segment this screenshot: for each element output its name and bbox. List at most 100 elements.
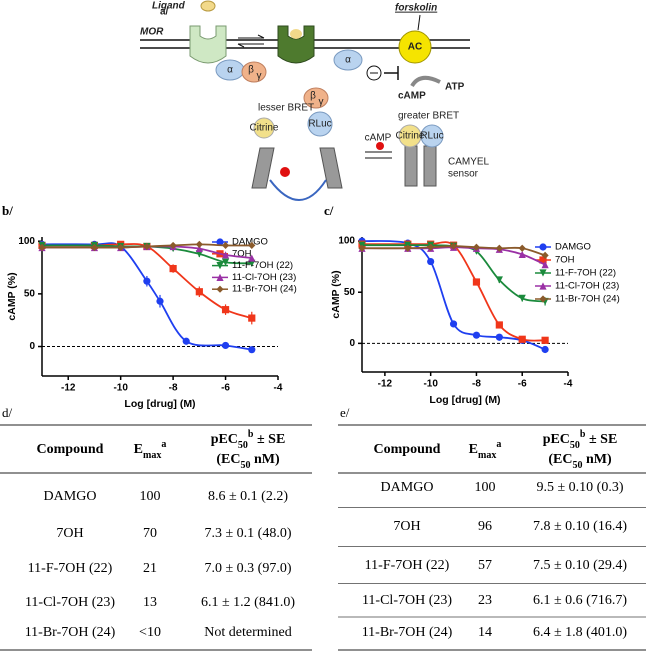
point <box>539 256 547 264</box>
header-part: pEC <box>211 432 238 447</box>
header-part: (EC <box>216 452 240 467</box>
table-cell: 6.1 ± 0.6 (716.7) <box>533 593 627 608</box>
point <box>495 244 503 252</box>
table-cell: 7.8 ± 0.10 (16.4) <box>533 519 627 534</box>
point <box>541 261 549 269</box>
camp-label: cAMP <box>398 91 426 102</box>
x-tick-label: -10 <box>423 379 438 390</box>
point <box>541 251 549 260</box>
table-cell: 11-F-7OH (22) <box>365 558 450 573</box>
panel-label: d/ <box>2 405 13 420</box>
x-tick-label: -10 <box>113 383 128 394</box>
legend-label: 7OH <box>555 255 575 266</box>
point <box>221 341 230 350</box>
sensor-shape <box>404 145 418 187</box>
diagram: a/ Ligand MOR forskolin AC ATP cAMP α β … <box>140 0 490 201</box>
gamma-label: γ <box>319 97 324 108</box>
point <box>248 254 256 262</box>
x-tick-label: -12 <box>61 383 76 394</box>
point <box>143 277 151 285</box>
sensor-shape <box>251 147 275 189</box>
table-cell: 9.5 ± 0.10 (0.3) <box>536 480 623 495</box>
atp-label: ATP <box>445 82 465 93</box>
table-cell: 7.0 ± 0.3 (97.0) <box>204 561 291 576</box>
point <box>449 242 458 250</box>
table-header: pEC50b ± SE <box>211 429 286 451</box>
point <box>541 345 549 354</box>
g-betagamma <box>241 61 267 83</box>
table-cell: 6.4 ± 1.8 (401.0) <box>533 625 627 640</box>
table-cell: 11-Br-7OH (24) <box>362 625 453 640</box>
receptor-shape <box>277 25 315 64</box>
table-header: pEC50b ± SE <box>543 429 618 451</box>
point <box>539 295 547 303</box>
point <box>156 297 164 305</box>
alpha-label: α <box>227 65 233 76</box>
panel-label: b/ <box>2 203 13 218</box>
y-tick-label: 100 <box>338 236 355 247</box>
panel-label: e/ <box>340 405 350 420</box>
table-cell: 6.1 ± 1.2 (841.0) <box>201 595 295 610</box>
point <box>518 294 526 302</box>
point <box>90 243 99 252</box>
x-axis-label: Log [drug] (M) <box>124 398 195 410</box>
table-cell: 11-F-7OH (22) <box>28 561 113 576</box>
point <box>495 333 503 341</box>
linker <box>269 179 327 201</box>
lesser-bret: lesser BRET <box>258 103 314 114</box>
point <box>427 243 435 251</box>
camp-dot <box>280 167 290 177</box>
y-tick-label: 0 <box>29 341 35 352</box>
arrow <box>417 14 421 31</box>
point <box>182 337 190 345</box>
header-part: 50 <box>572 460 582 471</box>
y-tick-label: 50 <box>24 289 36 300</box>
point <box>216 285 224 293</box>
point <box>221 251 230 259</box>
legend-label: DAMGO <box>232 237 268 248</box>
point <box>248 346 256 354</box>
table-cell: 7OH <box>56 526 83 541</box>
header-part: a <box>161 439 166 450</box>
receptor-label: MOR <box>140 27 164 38</box>
beta-label: β <box>248 65 254 76</box>
ligand-shape <box>290 29 302 39</box>
g-alpha <box>333 49 363 71</box>
table-cell: 100 <box>475 480 496 495</box>
y-tick-label: 0 <box>349 338 355 349</box>
legend-label: 11-Cl-7OH (23) <box>555 281 619 292</box>
inhibit-symbol <box>366 65 382 81</box>
table-cell: 13 <box>143 595 157 610</box>
y-tick-label: 50 <box>344 287 356 298</box>
header-part: E <box>469 442 478 457</box>
table-cell: DAMGO <box>44 489 97 504</box>
sensor-label: sensor <box>448 169 479 180</box>
x-tick-label: -6 <box>221 383 230 394</box>
point <box>472 243 481 251</box>
point <box>195 288 203 296</box>
table-cell: 21 <box>143 561 157 576</box>
ligand-label: Ligand <box>152 1 186 12</box>
table-cell: 11-Cl-7OH (23) <box>362 593 452 608</box>
header-part: nM) <box>582 452 612 467</box>
table-header: Emaxa <box>134 439 167 461</box>
sensor-label: CAMYEL <box>448 157 490 168</box>
inhibit-arrow <box>384 66 399 80</box>
header-part: 50 <box>240 460 250 471</box>
beta-label: β <box>310 91 316 102</box>
point <box>221 258 230 266</box>
legend-label: 11-Br-7OH (24) <box>232 284 297 295</box>
table-cell: Not determined <box>204 625 291 640</box>
header-part: ± SE <box>253 432 285 447</box>
point <box>495 276 503 284</box>
table-cell: DAMGO <box>381 480 434 495</box>
point <box>38 243 46 252</box>
table-cell: 7.5 ± 0.10 (29.4) <box>533 558 627 573</box>
header-part: nM) <box>250 452 280 467</box>
x-tick-label: -4 <box>564 379 573 390</box>
legend-label: 7OH <box>232 248 252 259</box>
table-cell: 7.3 ± 0.1 (48.0) <box>204 526 291 541</box>
point <box>539 243 547 251</box>
table-header: Compound <box>37 442 104 457</box>
